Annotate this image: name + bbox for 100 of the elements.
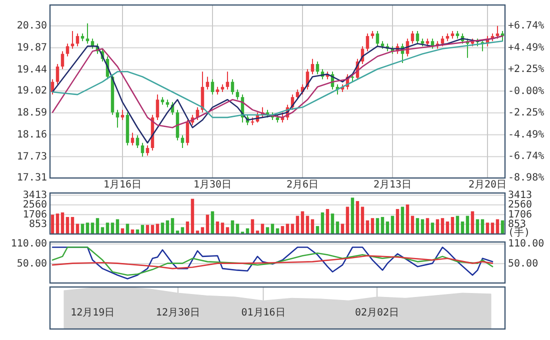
line-series [52, 255, 494, 270]
bar [56, 214, 60, 234]
candlestick [376, 30, 380, 47]
y2-tick-label: 110.00 [508, 238, 544, 250]
bar [210, 211, 214, 234]
bar [470, 211, 474, 234]
candlestick [226, 71, 230, 90]
bar [476, 219, 480, 234]
x-tick-label: 2月6日 [286, 180, 319, 191]
bar [180, 227, 184, 234]
bar [416, 218, 420, 234]
candlestick [416, 30, 420, 44]
x-tick-label: 01月16日 [241, 308, 286, 319]
bar [370, 218, 374, 234]
y2-tick-label: +2.25% [508, 64, 544, 76]
y2-tick-label: +6.74% [508, 20, 544, 32]
bar [160, 222, 164, 234]
bar [430, 222, 434, 234]
bar [206, 214, 210, 234]
candlestick [180, 134, 184, 148]
bar [50, 214, 54, 234]
candlestick [210, 78, 214, 96]
bar [100, 227, 104, 234]
bar [310, 219, 314, 234]
bar [190, 198, 194, 234]
x-tick-label: 12月19日 [70, 308, 115, 319]
bar [330, 214, 334, 234]
x-tick-label: 12月30日 [156, 308, 200, 319]
y-tick-label: 853 [28, 219, 47, 230]
y-tick-label: 3413 [22, 190, 47, 201]
candlestick [56, 64, 60, 85]
bar [456, 216, 460, 234]
bar [216, 222, 220, 234]
candlestick [206, 76, 210, 90]
candlestick [130, 132, 134, 146]
candlestick [86, 22, 90, 44]
y-tick-label: 17.31 [16, 172, 47, 184]
bar [490, 222, 494, 234]
bar [70, 216, 74, 234]
candlestick [70, 30, 74, 50]
bar [356, 201, 360, 234]
candlestick [230, 78, 234, 96]
x-tick-label: 2月20日 [468, 180, 507, 191]
x-tick-label: 02月02日 [354, 308, 400, 319]
bar [500, 220, 504, 234]
y2-tick-label: -4.49% [508, 129, 544, 140]
y-tick-label: 18.16 [16, 129, 47, 140]
bar [336, 222, 340, 234]
candlestick [146, 144, 150, 156]
bar [300, 211, 304, 234]
bar [200, 227, 204, 234]
bar [406, 204, 410, 234]
y2-tick-label: -8.98% [508, 172, 544, 184]
y-tick-label: 17.73 [16, 151, 47, 162]
y2-tick-label: -6.74% [508, 151, 544, 162]
x-tick-label: 1月30日 [193, 180, 232, 191]
bar [410, 216, 414, 234]
bar [420, 219, 424, 234]
candlestick [120, 109, 124, 120]
bar [486, 222, 490, 234]
bar [86, 222, 90, 234]
bar [266, 227, 270, 234]
candlestick [116, 109, 120, 128]
bar [186, 222, 190, 234]
bar [166, 220, 170, 234]
bar [350, 198, 354, 234]
bar [106, 222, 110, 234]
bar [436, 219, 440, 234]
y-tick-label: 2560 [22, 200, 47, 211]
bar [400, 206, 404, 234]
y2-tick-label: -2.25% [508, 108, 544, 119]
bar [460, 222, 464, 234]
bar [386, 222, 390, 234]
bar [90, 222, 94, 234]
y-tick-label: 18.59 [16, 108, 47, 119]
bar [326, 209, 330, 234]
bar [226, 227, 230, 234]
candlestick [140, 142, 144, 158]
bar [116, 219, 120, 234]
y-tick-label: 1706 [22, 209, 47, 220]
bar [376, 218, 380, 234]
y2-tick-label: 1706 [508, 209, 532, 220]
candlestick [156, 94, 160, 120]
bar [496, 219, 500, 234]
bar [306, 216, 310, 234]
bar [96, 218, 100, 234]
bar [390, 216, 394, 234]
y-tick-label: 50.00 [16, 258, 47, 270]
y2-tick-label: 50.00 [508, 258, 538, 270]
y2-tick-label: 3413 [508, 190, 532, 201]
bar [110, 222, 114, 234]
y-tick-label: 20.30 [16, 20, 47, 32]
bar [346, 206, 350, 234]
bar [230, 220, 234, 234]
x-tick-label: 2月13日 [373, 180, 412, 191]
bar [66, 216, 70, 234]
y-tick-label: 19.87 [16, 42, 47, 54]
bar [250, 219, 254, 234]
bar [380, 216, 384, 234]
bar [296, 216, 300, 234]
